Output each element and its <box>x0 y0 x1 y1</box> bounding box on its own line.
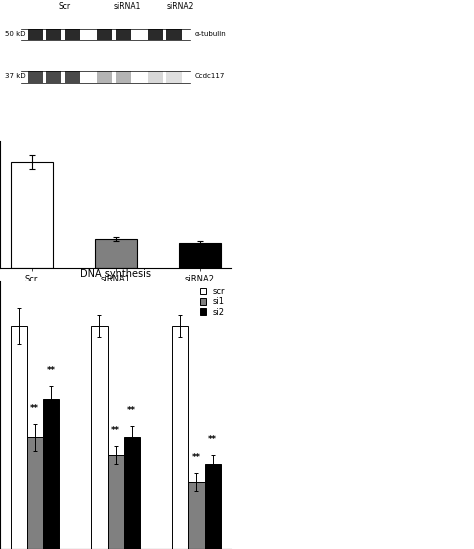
Bar <box>116 29 131 40</box>
Text: **: ** <box>46 366 55 375</box>
Bar <box>46 71 61 82</box>
Bar <box>65 71 80 82</box>
Bar <box>205 464 221 549</box>
Bar <box>91 326 108 549</box>
Bar <box>65 29 80 40</box>
Legend: scr, si1, si2: scr, si1, si2 <box>198 285 227 318</box>
Bar <box>148 71 163 82</box>
Title: DNA synthesis: DNA synthesis <box>80 269 151 279</box>
Text: **: ** <box>30 404 39 413</box>
Bar <box>116 71 131 82</box>
Bar <box>10 162 53 268</box>
Bar <box>27 438 43 549</box>
Text: siRNA1: siRNA1 <box>113 2 141 11</box>
Bar <box>46 29 61 40</box>
Bar <box>124 438 140 549</box>
Bar <box>10 326 27 549</box>
Text: **: ** <box>111 426 120 435</box>
Bar <box>172 326 188 549</box>
Bar <box>43 400 59 549</box>
Bar <box>188 482 205 549</box>
Bar <box>179 243 221 268</box>
Bar <box>166 29 182 40</box>
Text: 37 kD: 37 kD <box>5 73 25 79</box>
Bar <box>28 29 43 40</box>
Text: α-tubulin: α-tubulin <box>194 31 226 37</box>
Text: **: ** <box>208 435 217 444</box>
Text: Ccdc117: Ccdc117 <box>194 73 225 79</box>
Bar <box>108 455 124 549</box>
Text: Scr: Scr <box>59 2 71 11</box>
Text: **: ** <box>192 453 201 462</box>
Text: 50 kD: 50 kD <box>5 31 25 37</box>
Bar <box>97 29 112 40</box>
Bar <box>166 71 182 82</box>
Text: **: ** <box>128 406 137 415</box>
Bar <box>97 71 112 82</box>
Bar <box>148 29 163 40</box>
Text: siRNA2: siRNA2 <box>167 2 194 11</box>
Bar <box>95 239 137 268</box>
Bar <box>28 71 43 82</box>
